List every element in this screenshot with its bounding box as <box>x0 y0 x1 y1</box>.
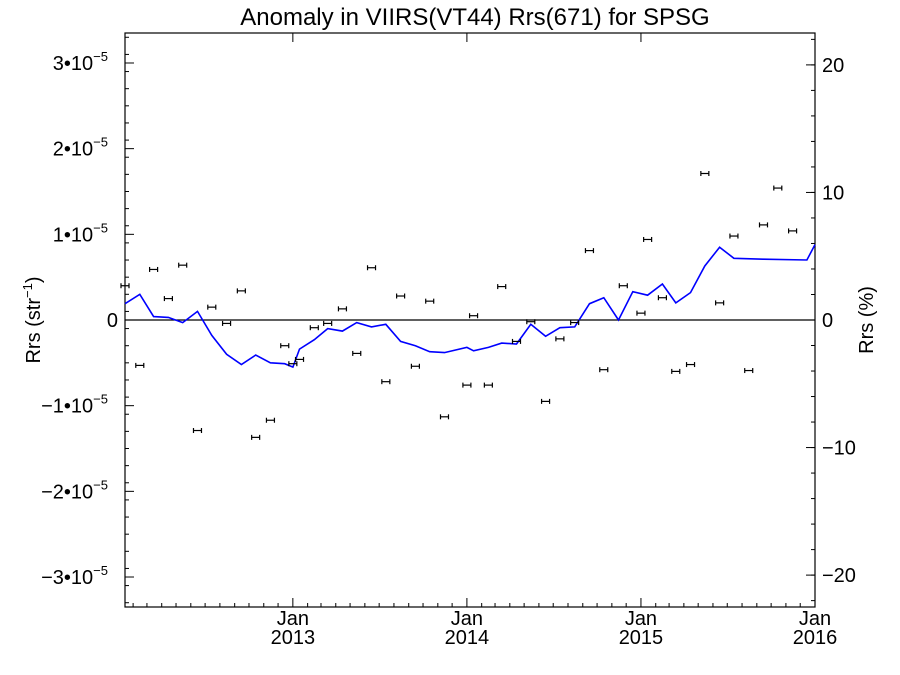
y-left-tick-exponent: −5 <box>93 477 108 492</box>
y-left-tick-mantissa: 1•10 <box>53 224 93 246</box>
data-point <box>352 350 362 356</box>
x-tick-month: Jan <box>451 608 483 630</box>
y-axis-left-label: Rrs (str−1) <box>20 276 45 363</box>
data-point <box>555 336 565 342</box>
data-point <box>135 362 145 368</box>
data-point <box>643 236 653 242</box>
y-left-tick-exponent: −5 <box>93 563 108 578</box>
y-left-tick-mantissa: 3•10 <box>53 53 93 75</box>
data-point <box>294 356 305 362</box>
data-point <box>366 265 377 271</box>
data-point <box>483 382 493 388</box>
data-point <box>599 367 609 373</box>
y-left-tick-label: −1•10−5 <box>41 392 108 418</box>
data-point <box>178 262 188 268</box>
data-point <box>236 288 246 294</box>
y-right-tick-label: −10 <box>822 438 856 460</box>
y-left-tick-mantissa: −2•10 <box>41 481 93 503</box>
plot-area <box>120 32 816 608</box>
y-axis-left-label-text: Rrs (str <box>23 298 45 364</box>
data-point <box>729 233 739 239</box>
data-point <box>192 428 203 434</box>
data-point <box>744 368 754 374</box>
data-point <box>309 325 319 331</box>
y-left-tick-label: 1•10−5 <box>53 220 108 246</box>
y-left-tick-exponent: −5 <box>93 220 108 235</box>
x-tick-year: 2013 <box>271 627 316 649</box>
data-point <box>462 382 472 388</box>
y-right-tick-label: −20 <box>822 565 856 587</box>
y-right-tick-label: 0 <box>822 310 833 332</box>
data-point <box>381 379 391 385</box>
data-point <box>280 343 290 349</box>
y-left-tick-mantissa: 2•10 <box>53 139 93 161</box>
data-point <box>207 304 217 310</box>
blue-trend-line <box>124 244 816 369</box>
data-point <box>715 300 725 306</box>
data-point <box>618 283 628 289</box>
x-tick-year: 2015 <box>619 627 664 649</box>
data-point <box>265 417 276 423</box>
data-point <box>221 320 232 326</box>
y-axis-left-label-sup: −1 <box>20 283 35 298</box>
data-point <box>468 313 479 319</box>
y-left-tick-label: 0 <box>107 310 118 332</box>
data-point <box>570 320 580 326</box>
data-point <box>439 414 450 420</box>
data-point <box>337 306 348 312</box>
data-point <box>149 266 159 272</box>
data-point <box>584 248 595 254</box>
y-left-tick-mantissa: −3•10 <box>41 567 93 589</box>
data-point <box>758 222 769 228</box>
y-axis-left-label-close: ) <box>23 276 45 283</box>
chart-title: Anomaly in VIIRS(VT44) Rrs(671) for SPSG <box>240 4 709 31</box>
data-point <box>685 362 696 368</box>
y-left-tick-label: 3•10−5 <box>53 49 108 75</box>
y-right-tick-label: 20 <box>822 55 844 77</box>
data-point <box>425 298 435 304</box>
x-tick-month: Jan <box>799 608 831 630</box>
x-tick-year: 2014 <box>445 627 490 649</box>
x-tick-year: 2016 <box>793 627 838 649</box>
data-point <box>657 295 668 301</box>
y-left-tick-mantissa: 0 <box>107 310 118 332</box>
y-left-tick-exponent: −5 <box>93 392 108 407</box>
y-left-tick-exponent: −5 <box>93 49 108 64</box>
y-left-tick-label: 2•10−5 <box>53 135 108 161</box>
data-point <box>251 434 261 440</box>
data-point <box>396 293 406 299</box>
data-point <box>773 185 783 191</box>
data-point <box>288 361 298 367</box>
data-point <box>511 338 522 344</box>
data-point <box>787 228 798 234</box>
data-point <box>540 398 551 404</box>
y-axis-right-label: Rrs (%) <box>856 286 878 354</box>
data-point <box>163 296 173 302</box>
x-tick-month: Jan <box>277 608 309 630</box>
data-point <box>120 283 130 289</box>
data-point <box>410 363 421 369</box>
data-point <box>526 319 536 325</box>
y-left-tick-exponent: −5 <box>93 135 108 150</box>
data-point <box>671 368 681 374</box>
x-tick-month: Jan <box>625 608 657 630</box>
data-point <box>700 171 710 177</box>
data-point <box>497 284 507 290</box>
data-point <box>323 320 333 326</box>
y-left-tick-mantissa: −1•10 <box>41 396 93 418</box>
y-left-tick-label: −3•10−5 <box>41 563 108 589</box>
y-right-tick-label: 10 <box>822 182 844 204</box>
data-point <box>636 310 646 316</box>
y-axis-left: 3•10−52•10−51•10−50−1•10−5−2•10−5−3•10−5 <box>41 36 134 604</box>
y-left-tick-label: −2•10−5 <box>41 477 108 503</box>
y-axis-right: 20 10 0 −10 −20 <box>806 38 856 602</box>
